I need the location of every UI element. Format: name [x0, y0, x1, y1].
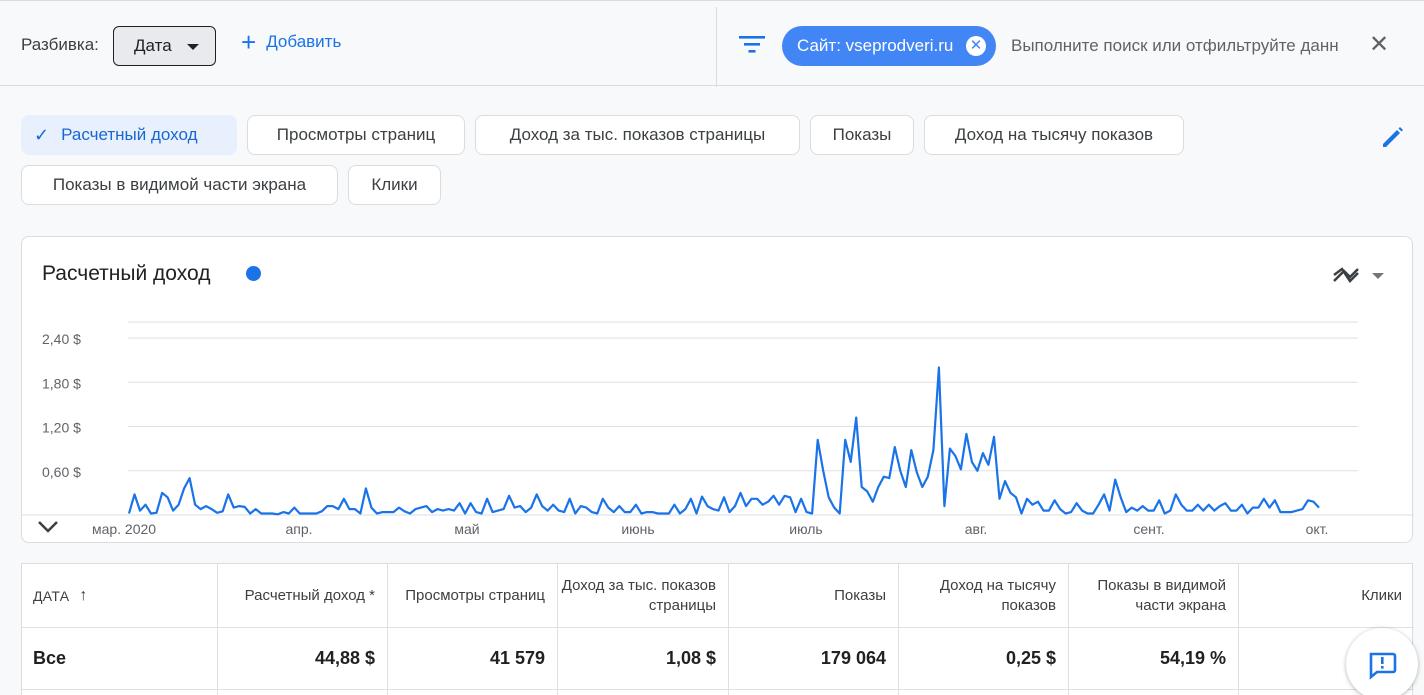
header-label: ДАТА [33, 587, 70, 604]
metric-chip-label: Расчетный доход [61, 125, 198, 144]
column-divider [728, 564, 729, 695]
feedback-button[interactable] [1346, 628, 1418, 695]
total-page-views: 41 579 [489, 647, 545, 668]
column-header-date[interactable]: ДАТА ↑ [22, 564, 217, 627]
column-divider [1238, 564, 1239, 695]
site-filter-label: Сайт: vseprodveri.ru [797, 36, 954, 55]
column-header-impressions[interactable]: Показы [834, 586, 886, 604]
search-filter-input[interactable]: Выполните поиск или отфильтруйте данн [1011, 36, 1339, 55]
row-divider [22, 689, 1414, 690]
feedback-icon [1369, 652, 1397, 680]
metric-chip-label: Клики [371, 175, 418, 194]
breakdown-label: Разбивка: [21, 35, 99, 54]
close-icon[interactable]: ✕ [1369, 31, 1390, 58]
column-divider [387, 564, 388, 695]
row-divider [22, 627, 1414, 628]
metric-chip-label: Показы [832, 125, 892, 144]
metric-chip-estimated-earnings[interactable]: ✓ Расчетный доход [21, 115, 237, 155]
divider [716, 7, 717, 87]
edit-pencil-icon[interactable] [1380, 124, 1406, 150]
breakdown-date-select[interactable]: Дата [113, 26, 216, 66]
x-tick-label: окт. [1306, 521, 1329, 537]
site-filter-chip[interactable]: Сайт: vseprodveri.ru ✕ [782, 26, 996, 66]
metric-chip-label: Показы в видимой части экрана [52, 175, 307, 194]
top-bar: Разбивка: Дата + Добавить Сайт: vseprodv… [0, 0, 1424, 87]
add-breakdown-button[interactable]: + Добавить [241, 27, 342, 57]
total-impressions: 179 064 [820, 647, 886, 668]
total-row-date: Все [33, 647, 67, 668]
y-tick-label: 1,20 $ [42, 420, 81, 436]
column-header-page-rpm[interactable]: Доход за тыс. показов страницы [561, 576, 716, 614]
chart-card: Расчетный доход 2,40 $ 1,80 $ 1,20 $ 0,60 $… [21, 236, 1414, 543]
y-tick-label: 0,60 $ [42, 464, 81, 480]
metric-chip-impression-rpm[interactable]: Доход на тысячу показов [924, 115, 1184, 155]
metric-chip-page-views[interactable]: Просмотры страниц [247, 115, 465, 155]
chevron-down-icon [187, 44, 199, 50]
x-tick-label: апр. [285, 521, 312, 537]
metric-chip-clicks[interactable]: Клики [348, 165, 441, 205]
add-label: Добавить [266, 32, 342, 51]
total-impression-rpm: 0,25 $ [1005, 647, 1056, 668]
column-divider [898, 564, 899, 695]
line-chart: 2,40 $ 1,80 $ 1,20 $ 0,60 $ мар. 2020 апр. май… [22, 321, 1414, 537]
sort-arrow-up-icon: ↑ [79, 586, 88, 604]
column-header-impression-rpm[interactable]: Доход на тысячу показов [939, 576, 1056, 614]
column-divider [557, 564, 558, 695]
chart-title: Расчетный доход [42, 262, 211, 285]
trend-icon[interactable] [1332, 263, 1392, 287]
total-estimated-earnings: 44,88 $ [314, 647, 375, 668]
plus-icon: + [241, 27, 257, 57]
y-tick-label: 2,40 $ [42, 331, 81, 347]
series-line [127, 366, 1320, 516]
y-tick-label: 1,80 $ [42, 375, 81, 391]
metric-chip-impressions[interactable]: Показы [810, 115, 914, 155]
close-circle-icon[interactable]: ✕ [966, 36, 986, 56]
metric-chip-label: Доход на тысячу показов [954, 125, 1154, 144]
column-divider [217, 564, 218, 695]
column-header-page-views[interactable]: Просмотры страниц [405, 586, 545, 604]
x-tick-label: июль [789, 521, 822, 537]
column-header-estimated-earnings[interactable]: Расчетный доход * [244, 586, 375, 604]
total-page-rpm: 1,08 $ [665, 647, 716, 668]
x-tick-label: авг. [965, 521, 988, 537]
date-select-label: Дата [134, 36, 172, 55]
metric-chip-viewable-impressions[interactable]: Показы в видимой части экрана [21, 165, 338, 205]
metric-chip-page-rpm[interactable]: Доход за тыс. показов страницы [475, 115, 800, 155]
report-table: ДАТА ↑ Расчетный доход * Просмотры стран… [21, 563, 1414, 695]
total-viewable-impressions: 54,19 % [1159, 647, 1226, 668]
x-tick-label: сент. [1133, 521, 1164, 537]
x-tick-label: мар. 2020 [92, 521, 156, 537]
filter-icon[interactable] [739, 34, 765, 54]
expand-chevron-icon[interactable] [36, 517, 60, 537]
metric-chip-label: Просмотры страниц [276, 125, 436, 144]
x-tick-label: май [454, 521, 479, 537]
column-header-viewable-impressions[interactable]: Показы в видимой части экрана [1097, 576, 1226, 614]
metric-chip-label: Доход за тыс. показов страницы [509, 125, 766, 144]
check-icon: ✓ [34, 124, 50, 145]
column-divider [1068, 564, 1069, 695]
series-color-dot [246, 266, 261, 281]
x-tick-label: июнь [621, 521, 654, 537]
column-header-clicks[interactable]: Клики [1361, 586, 1402, 604]
